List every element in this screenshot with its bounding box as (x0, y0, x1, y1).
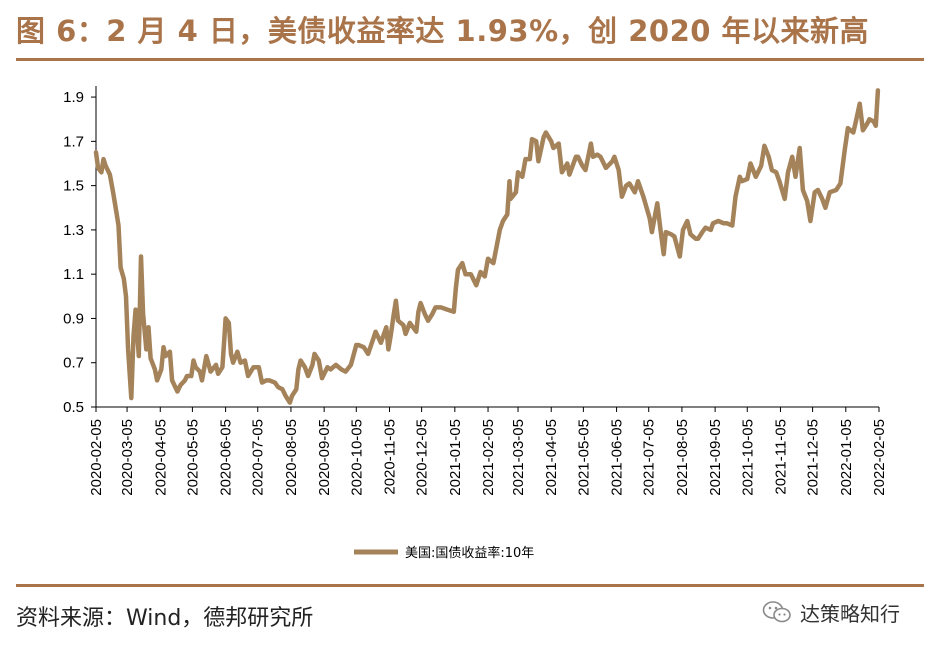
brand-watermark: 达策略知行 (762, 596, 900, 628)
x-tick-label: 2020-09-05 (316, 419, 333, 496)
x-tick-label: 2020-12-05 (414, 419, 431, 496)
x-tick-label: 2020-11-05 (381, 419, 398, 495)
x-tick-label: 2022-02-05 (871, 419, 888, 496)
x-tick-label: 2020-10-05 (348, 419, 365, 496)
figure-title: 图 6：2 月 4 日，美债收益率达 1.93%，创 2020 年以来新高 (16, 14, 870, 48)
y-tick-label: 0.9 (63, 310, 84, 327)
x-tick-label: 2021-02-05 (480, 419, 497, 496)
y-tick-label: 1.3 (63, 222, 84, 239)
y-tick-label: 1.9 (63, 89, 84, 106)
top-divider (16, 58, 924, 61)
y-tick-label: 1.1 (63, 266, 84, 283)
x-tick-label: 2021-09-05 (707, 419, 724, 496)
x-tick-label: 2020-04-05 (152, 419, 169, 496)
x-tick-label: 2021-11-05 (772, 419, 789, 495)
yield-series-line (93, 88, 881, 405)
x-tick-label: 2020-07-05 (250, 419, 267, 496)
x-tick-label: 2021-06-05 (609, 419, 626, 496)
yield-line-chart: 0.50.70.91.11.31.51.71.9 2020-02-05 2020-… (63, 86, 888, 561)
x-tick-label: 2021-07-05 (641, 419, 658, 496)
x-tick-label: 2021-05-05 (575, 419, 592, 496)
x-tick-label: 2020-03-05 (119, 419, 136, 496)
x-tick-label: 2020-06-05 (218, 419, 235, 496)
y-tick-label: 0.7 (63, 355, 84, 372)
x-tick-label: 2020-02-05 (88, 419, 105, 496)
wechat-icon (762, 601, 791, 623)
y-tick-label: 1.5 (63, 178, 84, 195)
x-tick-label: 2021-01-05 (447, 419, 464, 496)
x-tick-label: 2021-10-05 (739, 419, 756, 496)
x-tick-label: 2021-12-05 (805, 419, 822, 496)
x-axis: 2020-02-05 2020-03-05 2020-04-05 2020-05-05… (88, 406, 888, 496)
x-tick-label: 2020-05-05 (184, 419, 201, 496)
x-tick-label: 2022-01-05 (838, 419, 855, 496)
y-tick-label: 1.7 (63, 133, 84, 150)
brand-name: 达策略知行 (800, 601, 900, 626)
legend: 美国:国债收益率:10年 (354, 545, 534, 561)
x-tick-label: 2020-08-05 (283, 419, 300, 496)
x-tick-label: 2021-03-05 (510, 419, 527, 496)
y-tick-label: 0.5 (63, 399, 84, 416)
bottom-divider (16, 584, 924, 587)
legend-label: 美国:国债收益率:10年 (405, 545, 534, 561)
x-tick-label: 2021-04-05 (543, 419, 560, 496)
x-tick-label: 2021-08-05 (674, 419, 691, 496)
y-axis: 0.5 0.7 0.9 1.1 1.3 1.5 1.7 1.9 (63, 86, 97, 416)
source-note: 资料来源：Wind，德邦研究所 (16, 606, 314, 631)
